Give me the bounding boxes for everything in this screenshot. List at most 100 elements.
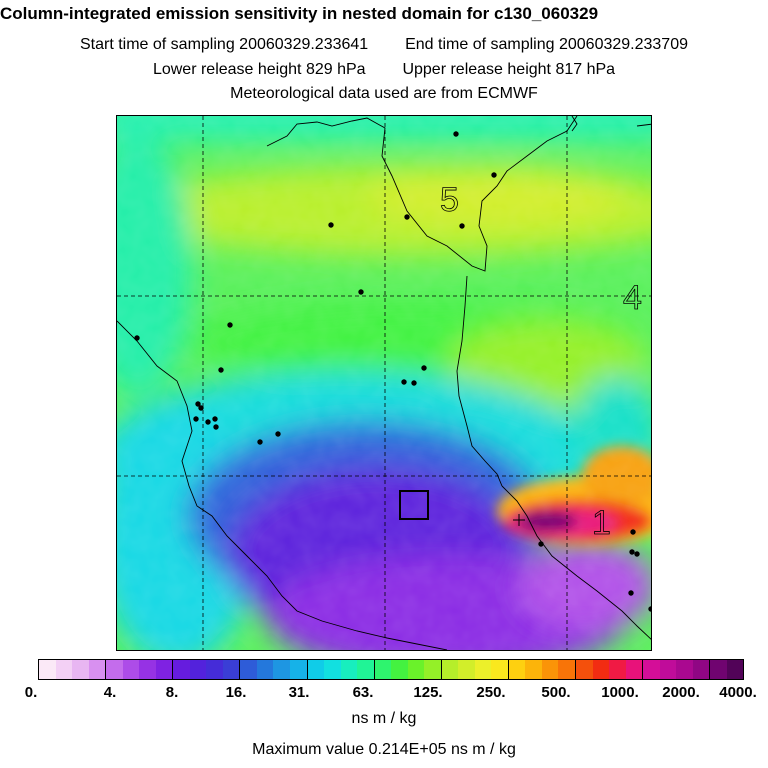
city-dot — [628, 590, 634, 596]
colorbar-swatch — [576, 660, 593, 679]
colorbar-swatch — [558, 660, 576, 679]
colorbar-swatch — [72, 660, 89, 679]
colorbar-swatch — [659, 660, 677, 679]
city-dot — [411, 380, 417, 386]
colorbar-swatch — [122, 660, 140, 679]
colorbar-swatch — [424, 660, 442, 679]
colorbar-swatch — [55, 660, 73, 679]
colorbar-swatch — [374, 660, 392, 679]
city-dot — [401, 379, 407, 385]
colorbar-swatch — [726, 660, 744, 679]
colorbar-swatch — [692, 660, 711, 679]
max-value-line: Maximum value 0.214E+05 ns m / kg — [0, 741, 768, 759]
colorbar-swatch — [273, 660, 290, 679]
colorbar-swatch — [625, 660, 644, 679]
colorbar-swatch — [474, 660, 492, 679]
city-dot — [193, 416, 199, 422]
city-dot — [227, 322, 233, 328]
colorbar-swatch — [643, 660, 660, 679]
colorbar-tick: 250. — [476, 684, 506, 701]
release-box — [399, 490, 429, 520]
start-value: 20060329.233641 — [239, 36, 369, 53]
region-number-4: 4 — [623, 279, 642, 317]
city-dot — [421, 365, 427, 371]
city-dot — [459, 223, 465, 229]
city-dot — [629, 549, 635, 555]
colorbar-swatch — [340, 660, 358, 679]
grid-lines — [117, 116, 651, 650]
city-dot — [212, 416, 218, 422]
city-dot — [134, 335, 140, 341]
colorbar-swatch — [206, 660, 223, 679]
colorbar-tick: 4. — [103, 684, 117, 701]
colorbar-swatch — [324, 660, 341, 679]
max-value-label: Maximum value — [252, 741, 365, 758]
colorbar-swatch — [39, 660, 56, 679]
city-dot — [634, 551, 640, 557]
upper-value: 817 hPa — [555, 61, 616, 78]
sampling-times: Start time of sampling 20060329.233641 E… — [0, 35, 768, 55]
colorbar-swatch — [525, 660, 542, 679]
colorbar-unit: ns m / kg — [351, 710, 417, 727]
city-dot — [453, 131, 459, 137]
colorbar-swatch — [508, 660, 526, 679]
colorbar-tick: 8. — [165, 684, 179, 701]
city-dot — [195, 401, 201, 407]
start-label: Start time of sampling — [79, 36, 235, 53]
city-dot — [218, 367, 224, 373]
colorbar-tick: 4000. — [719, 684, 757, 701]
plot-title: Column-integrated emission sensitivity i… — [0, 4, 599, 23]
colorbar-swatch — [139, 660, 156, 679]
colorbar-swatch — [458, 660, 475, 679]
colorbar-tick: 0. — [24, 684, 38, 701]
release-heights: Lower release height 829 hPa Upper relea… — [0, 60, 768, 80]
colorbar-swatch — [357, 660, 375, 679]
colorbar-swatch — [710, 660, 727, 679]
colorbar-tick: 2000. — [662, 684, 700, 701]
map-canvas: 5 4 1 — [117, 116, 651, 650]
city-markers — [134, 131, 651, 612]
upper-label: Upper release height — [402, 61, 551, 78]
colorbar-swatch — [256, 660, 274, 679]
colorbar-tick: 63. — [352, 684, 374, 701]
max-value-value: 0.214E+05 ns m / kg — [368, 741, 516, 758]
met-data-line: Meteorological data used are from ECMWF — [230, 85, 538, 102]
city-dot — [358, 289, 364, 295]
plume-cross-marker — [513, 514, 525, 526]
colorbar-tick: 16. — [225, 684, 247, 701]
colorbar-swatch — [106, 660, 123, 679]
city-dot — [328, 222, 334, 228]
colorbar-swatch — [289, 660, 308, 679]
city-dot — [257, 439, 263, 445]
city-dot — [538, 541, 544, 547]
colorbar-swatch — [676, 660, 693, 679]
region-number-5: 5 — [440, 181, 459, 219]
coastlines — [117, 116, 651, 650]
sensitivity-map: 5 4 1 — [116, 115, 652, 651]
colorbar-swatch — [222, 660, 241, 679]
city-dot — [198, 405, 204, 411]
colorbar — [38, 659, 744, 680]
city-dot — [404, 214, 410, 220]
colorbar-swatch — [407, 660, 425, 679]
colorbar-swatch — [189, 660, 207, 679]
colorbar-tick: 31. — [288, 684, 310, 701]
field-texture — [117, 116, 651, 650]
end-label: End time of sampling — [405, 36, 555, 53]
colorbar-tick: 125. — [413, 684, 443, 701]
colorbar-swatch — [88, 660, 107, 679]
city-dot — [648, 606, 651, 612]
colorbar-swatch — [609, 660, 626, 679]
lower-label: Lower release height — [152, 61, 302, 78]
colorbar-tick: 1000. — [601, 684, 639, 701]
lower-value: 829 hPa — [305, 61, 366, 78]
colorbar-swatch — [240, 660, 257, 679]
city-dot — [630, 529, 636, 535]
city-dot — [491, 172, 497, 178]
city-dot — [275, 431, 281, 437]
city-dot — [205, 419, 211, 425]
colorbar-swatch — [541, 660, 559, 679]
colorbar-swatch — [491, 660, 509, 679]
colorbar-swatch — [155, 660, 174, 679]
colorbar-swatch — [592, 660, 610, 679]
